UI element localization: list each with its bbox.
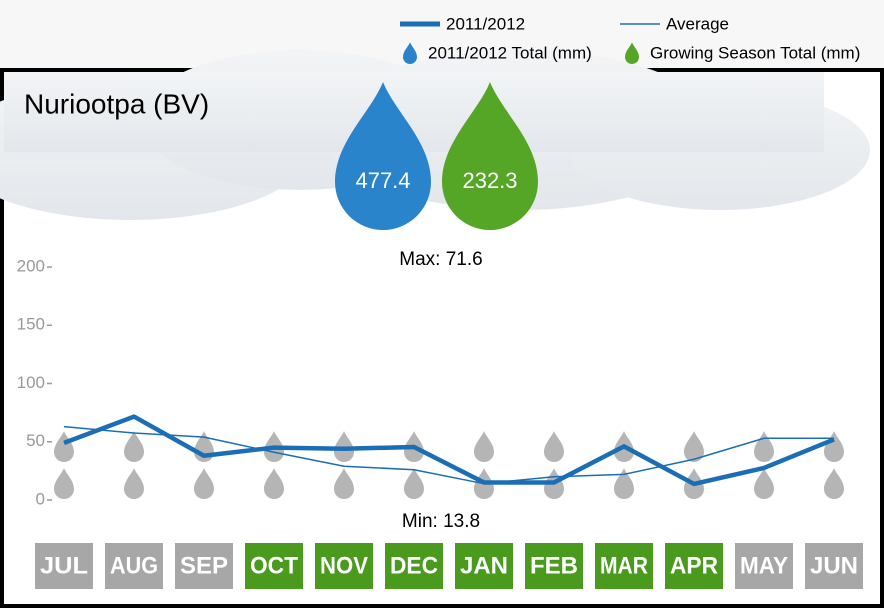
deco-drop <box>264 468 284 499</box>
deco-drop <box>614 468 634 499</box>
total-value: 477.4 <box>355 168 410 193</box>
x-tick-label[interactable]: FEB <box>530 552 578 579</box>
month-button[interactable] <box>385 543 443 589</box>
y-tick-label: 100 <box>17 373 45 392</box>
y-tick-label: 150 <box>17 315 45 334</box>
total-drop <box>335 82 431 230</box>
deco-drop <box>124 468 144 499</box>
y-tick-label: 0 <box>36 489 45 508</box>
legend-label: Growing Season Total (mm) <box>650 43 860 62</box>
x-tick-label[interactable]: JAN <box>460 552 508 579</box>
month-button[interactable] <box>525 543 583 589</box>
x-tick-label[interactable]: JUL <box>40 552 88 579</box>
x-tick-label[interactable]: NOV <box>320 552 368 579</box>
deco-drop <box>474 431 494 462</box>
legend-label: Average <box>666 14 729 33</box>
x-tick-label[interactable]: DEC <box>390 552 438 579</box>
month-button[interactable] <box>805 543 863 589</box>
series-line <box>63 414 835 487</box>
deco-drop <box>54 468 74 499</box>
deco-drop <box>684 431 704 462</box>
deco-drop <box>824 468 844 499</box>
cloud <box>0 50 870 220</box>
annotation: Max: 71.6 <box>399 249 482 270</box>
series-line <box>63 425 834 485</box>
month-button[interactable] <box>665 543 723 589</box>
legend-label: 2011/2012 Total (mm) <box>428 43 592 62</box>
month-button[interactable] <box>595 543 653 589</box>
month-button[interactable] <box>175 543 233 589</box>
month-button[interactable] <box>735 543 793 589</box>
y-tick-label: 50 <box>26 431 45 450</box>
x-tick-label[interactable]: APR <box>670 552 718 579</box>
x-tick-label[interactable]: MAY <box>740 552 788 579</box>
x-tick-label[interactable]: SEP <box>180 552 228 579</box>
deco-drop <box>544 431 564 462</box>
deco-drop <box>54 431 74 462</box>
month-button[interactable] <box>315 543 373 589</box>
legend-drop <box>625 42 639 64</box>
deco-drop <box>754 468 774 499</box>
deco-drop <box>334 468 354 499</box>
total-drop <box>442 82 538 230</box>
chart-title: Nuriootpa (BV) <box>24 88 209 119</box>
x-tick-label[interactable]: MAR <box>600 552 648 579</box>
deco-drop <box>754 431 774 462</box>
month-button[interactable] <box>455 543 513 589</box>
month-button[interactable] <box>35 543 93 589</box>
month-button[interactable] <box>245 543 303 589</box>
deco-drop <box>124 431 144 462</box>
y-tick-label: 200 <box>17 256 45 275</box>
annotation: Min: 13.8 <box>402 511 480 532</box>
x-tick-label[interactable]: JUN <box>810 552 858 579</box>
deco-drop <box>194 468 214 499</box>
total-value: 232.3 <box>462 168 517 193</box>
legend-drop <box>403 42 417 64</box>
x-tick-label[interactable]: OCT <box>250 552 298 579</box>
legend-label: 2011/2012 <box>446 14 525 33</box>
x-tick-label[interactable]: AUG <box>110 552 158 579</box>
deco-drop <box>404 468 424 499</box>
month-button[interactable] <box>105 543 163 589</box>
deco-drop <box>824 431 844 462</box>
